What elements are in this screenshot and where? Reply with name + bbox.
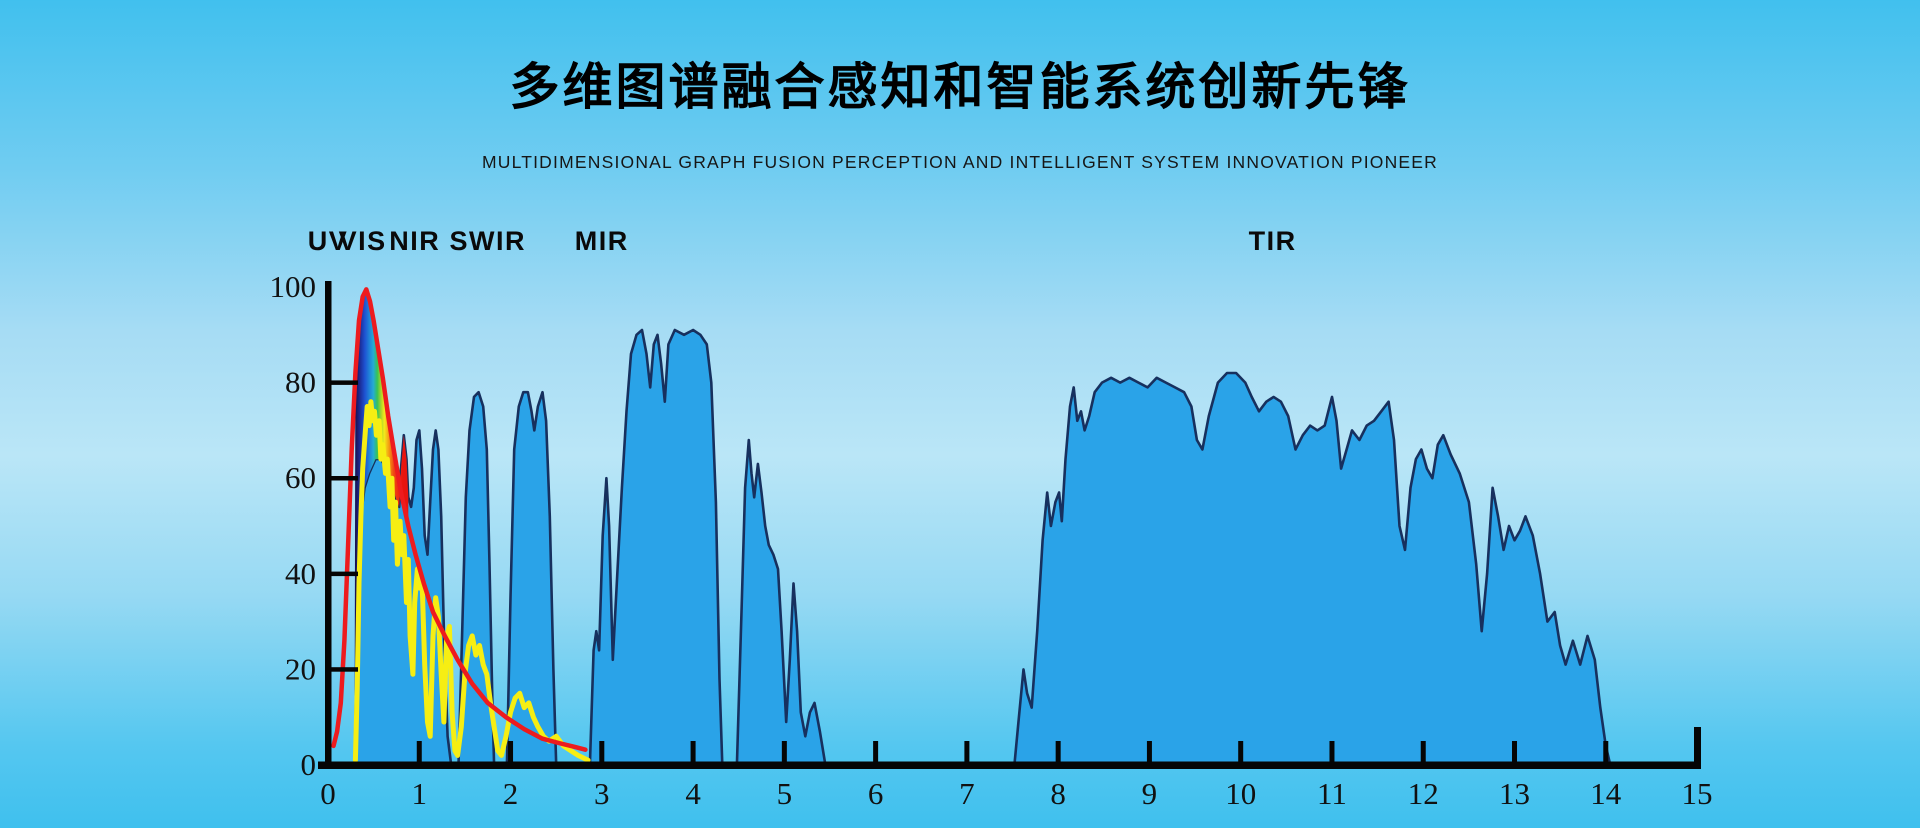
- x-axis-line: [318, 761, 1701, 769]
- band-label-nir: NIR: [389, 226, 440, 256]
- x-tick-label: 7: [959, 776, 975, 811]
- y-tick-label: 60: [285, 460, 316, 495]
- x-tick: [964, 741, 970, 762]
- page-subtitle: MULTIDIMENSIONAL GRAPH FUSION PERCEPTION…: [481, 152, 1439, 172]
- x-tick-label: 13: [1499, 776, 1530, 811]
- y-tick-label: 100: [270, 269, 317, 304]
- page-title: 多维图谱融合感知和智能系统创新先锋: [509, 59, 1411, 115]
- x-tick: [416, 741, 422, 762]
- x-tick: [1329, 741, 1335, 762]
- x-tick-label: 5: [777, 776, 793, 811]
- y-tick: [331, 667, 358, 672]
- blackbody-curve: [331, 287, 588, 752]
- y-axis-line: [325, 281, 332, 769]
- y-tick-label: 40: [285, 556, 316, 591]
- x-tick-label: 11: [1317, 776, 1347, 811]
- x-tick: [508, 741, 514, 762]
- band-label-swir: SWIR: [449, 226, 526, 256]
- x-tick-label: 1: [412, 776, 428, 811]
- y-tick: [331, 571, 358, 577]
- x-tick-label: 10: [1225, 776, 1256, 811]
- solar-irradiance-curve: [352, 399, 591, 763]
- band-label-uv: UV: [308, 226, 349, 256]
- y-tick-label: 0: [301, 747, 317, 782]
- x-tick-label: 12: [1408, 776, 1439, 811]
- x-tick-label: 6: [868, 776, 884, 811]
- x-tick: [1238, 741, 1244, 762]
- band-label-mir: MIR: [575, 226, 629, 256]
- atmosphere-windows-area: [353, 328, 1612, 767]
- x-axis-end-cap: [1694, 727, 1701, 769]
- x-tick: [690, 741, 696, 762]
- x-tick-label: 0: [320, 776, 336, 811]
- x-tick-label: 2: [503, 776, 519, 811]
- y-tick: [331, 476, 358, 481]
- y-tick: [331, 380, 358, 385]
- x-tick-label: 15: [1682, 776, 1713, 811]
- x-tick-label: 3: [594, 776, 610, 811]
- x-tick-label: 9: [1142, 776, 1158, 811]
- x-tick: [599, 741, 605, 762]
- x-tick: [1420, 741, 1426, 762]
- band-label-vis: VIS: [339, 226, 387, 256]
- y-tick-label: 80: [285, 365, 316, 400]
- band-label-tir: TIR: [1249, 226, 1297, 256]
- x-tick: [1055, 741, 1061, 762]
- x-tick: [873, 741, 879, 762]
- x-tick: [1512, 741, 1518, 762]
- x-tick-label: 4: [685, 776, 701, 811]
- x-tick-label: 8: [1050, 776, 1066, 811]
- x-tick-label: 14: [1590, 776, 1622, 811]
- x-tick: [1146, 741, 1152, 762]
- x-tick: [1603, 741, 1609, 762]
- x-tick: [781, 741, 787, 762]
- y-tick-label: 20: [285, 651, 316, 686]
